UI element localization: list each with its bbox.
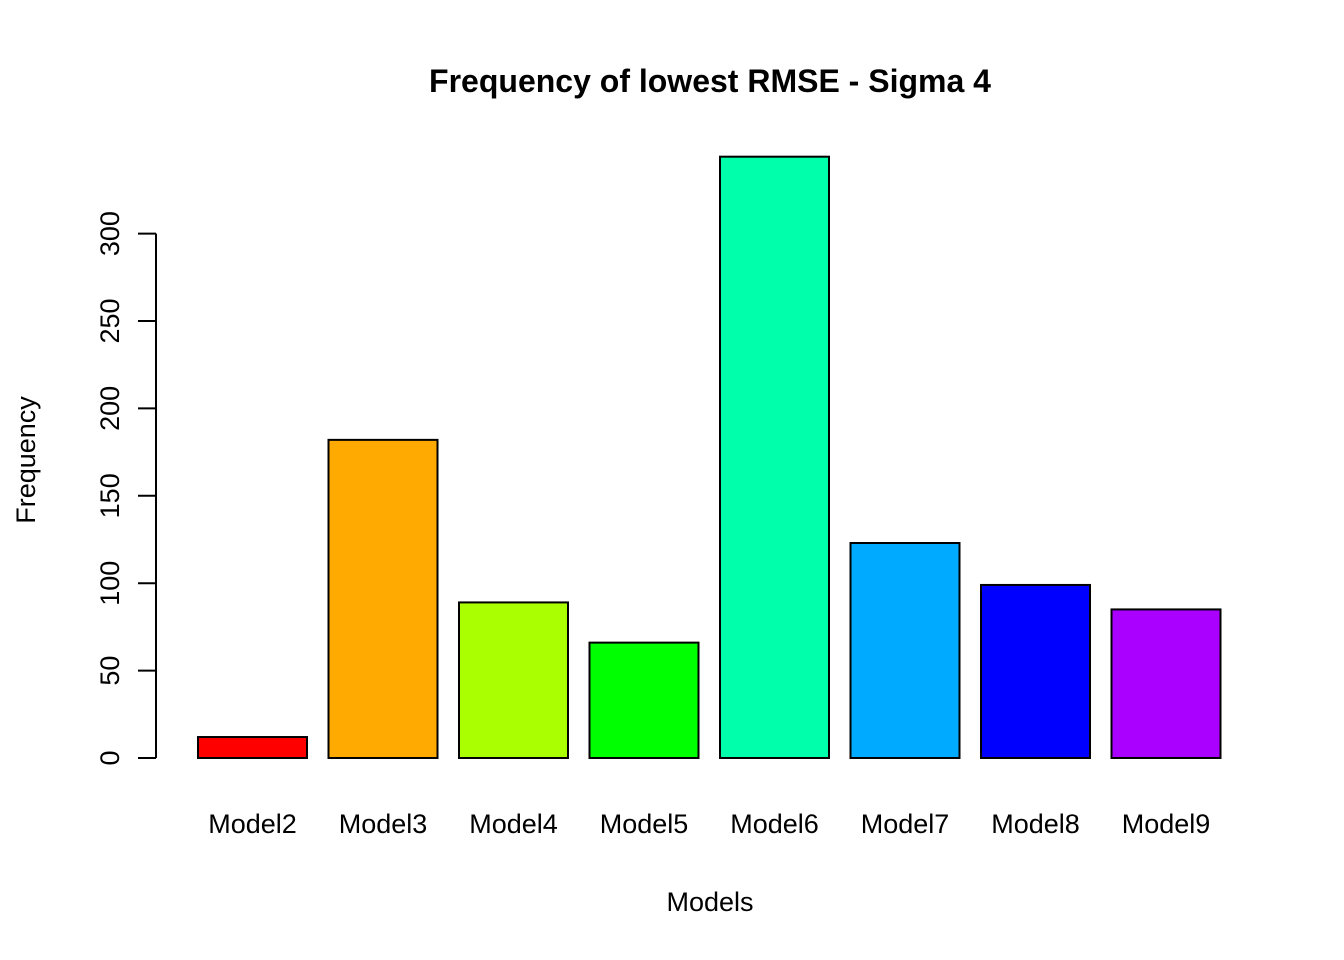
x-axis-label: Models — [666, 887, 753, 917]
bars-group — [197, 155, 1222, 760]
x-tick-label: Model5 — [600, 809, 689, 839]
bar-model7 — [849, 541, 961, 759]
bar-model3 — [327, 438, 439, 759]
x-tick-label: Model3 — [339, 809, 428, 839]
y-axis: 0 50 100 150 200 250 300 — [95, 211, 157, 766]
bar-model8 — [980, 583, 1091, 759]
x-tick-label: Model9 — [1122, 809, 1211, 839]
chart-title: Frequency of lowest RMSE - Sigma 4 — [429, 63, 991, 99]
y-tick-label: 100 — [95, 561, 125, 606]
bar-model6 — [719, 155, 830, 760]
y-tick-label: 300 — [95, 211, 125, 256]
bar-model4 — [458, 601, 569, 759]
y-tick-label: 0 — [95, 750, 125, 765]
bar-model9 — [1110, 608, 1222, 759]
y-tick-label: 200 — [95, 386, 125, 431]
x-tick-label: Model4 — [469, 809, 558, 839]
y-tick-label: 250 — [95, 298, 125, 343]
x-tick-label: Model6 — [730, 809, 819, 839]
x-tick-label: Model8 — [991, 809, 1080, 839]
bar-model5 — [588, 641, 700, 760]
y-tick-label: 150 — [95, 473, 125, 518]
x-tick-label: Model2 — [208, 809, 297, 839]
bar-model2 — [197, 736, 308, 759]
y-tick-label: 50 — [95, 656, 125, 686]
x-tick-label: Model7 — [861, 809, 950, 839]
y-axis-label: Frequency — [11, 396, 41, 524]
category-labels: Model2 Model3 Model4 Model5 Model6 Model7 Mode… — [208, 809, 1210, 839]
